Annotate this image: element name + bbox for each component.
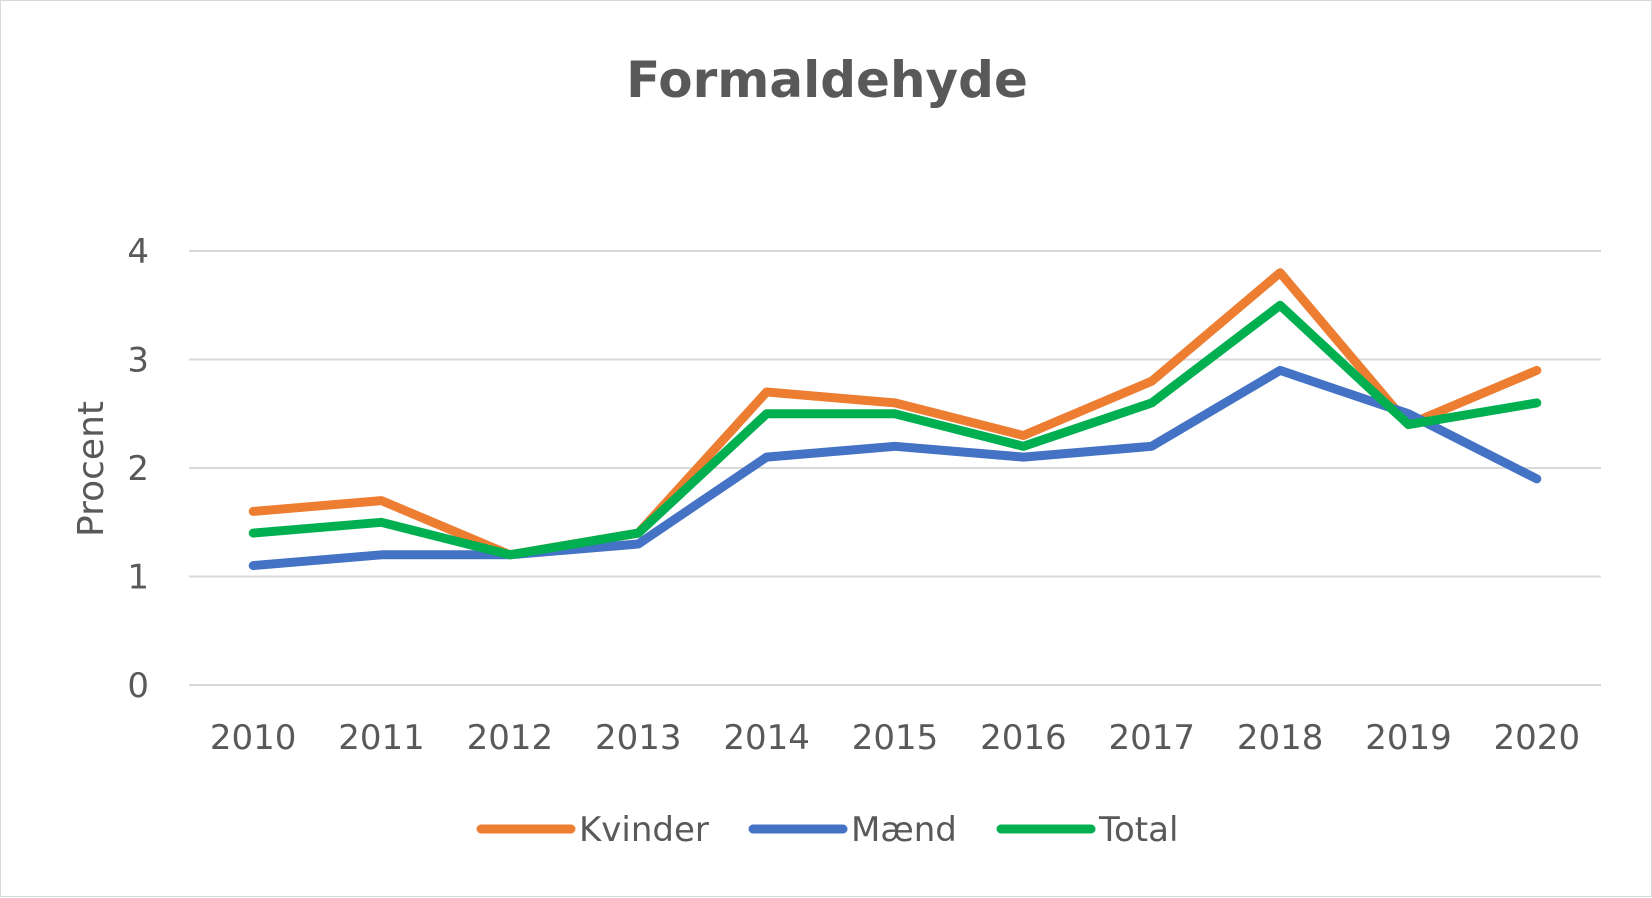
legend-label: Mænd (851, 810, 957, 850)
x-tick-label: 2017 (1108, 718, 1195, 758)
legend-label: Kvinder (579, 810, 709, 850)
series-line-kvinder (248, 268, 1542, 560)
y-tick-label: 1 (127, 558, 149, 598)
gridlines (189, 250, 1601, 686)
y-tick-label: 3 (127, 341, 149, 381)
x-tick-label: 2014 (723, 718, 810, 758)
chart-title: Formaldehyde (626, 51, 1028, 109)
x-tick-label: 2012 (467, 718, 554, 758)
x-tick-label: 2011 (338, 718, 425, 758)
series-layer (248, 268, 1542, 571)
x-tick-label: 2010 (210, 718, 297, 758)
y-tick-label: 4 (127, 232, 149, 272)
y-axis-ticks: 0 1 2 3 4 (127, 232, 149, 706)
series-line-mænd (248, 365, 1542, 571)
series-line-total (248, 300, 1542, 560)
y-tick-label: 0 (127, 666, 149, 706)
x-tick-label: 2019 (1365, 718, 1452, 758)
x-tick-label: 2013 (595, 718, 682, 758)
legend-item-mænd: Mænd (748, 810, 957, 850)
y-tick-label: 2 (127, 449, 149, 489)
x-axis-ticks: 2010 2011 2012 2013 2014 2015 2016 2017 2018 2019… (210, 718, 1580, 758)
x-tick-label: 2018 (1237, 718, 1324, 758)
legend-label: Total (1098, 810, 1178, 850)
legend-item-kvinder: Kvinder (476, 810, 709, 850)
y-axis-label: Procent (71, 401, 112, 537)
x-tick-label: 2015 (852, 718, 939, 758)
x-tick-label: 2016 (980, 718, 1067, 758)
x-tick-label: 2020 (1494, 718, 1581, 758)
legend-item-total: Total (996, 810, 1178, 850)
legend: Kvinder Mænd Total (476, 810, 1178, 850)
